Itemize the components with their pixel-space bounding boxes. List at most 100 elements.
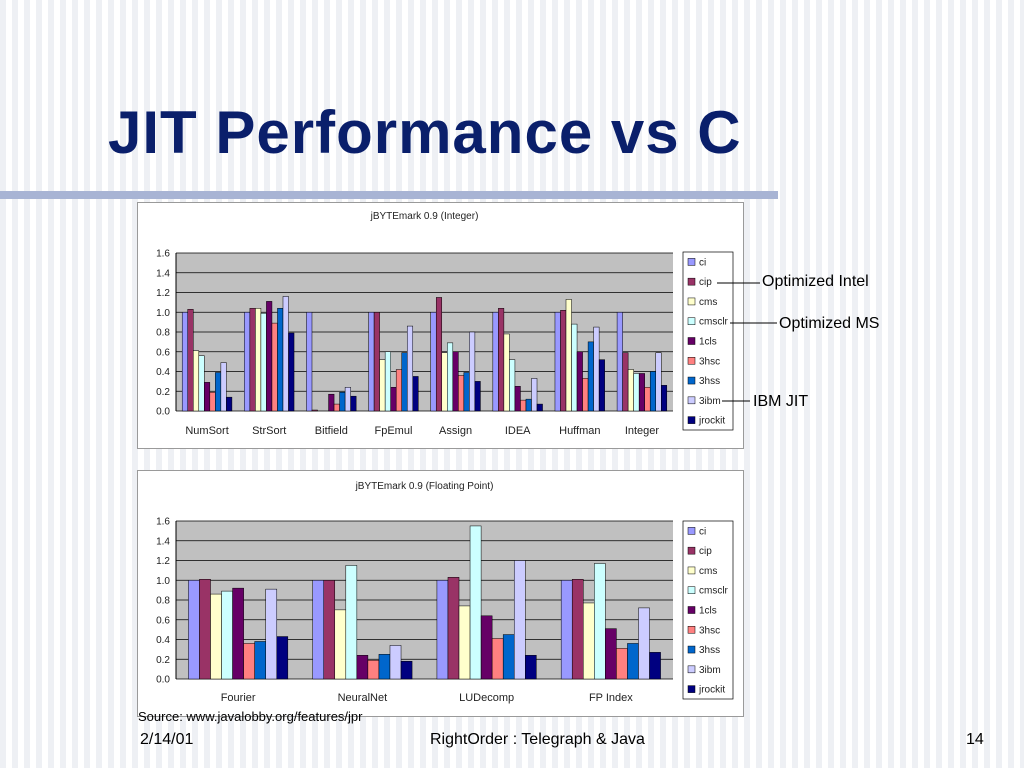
bar-3hsc-neuralnet [367,659,380,680]
bar-cmsclr-strsort [260,312,267,412]
bar-3hss-fpemul [401,352,408,412]
x-category-label: NeuralNet [338,692,388,704]
page-number: 14 [966,731,984,748]
bar-jrockit-fp-index [649,652,661,680]
bar-cmsclr-huffman [571,323,578,412]
bar-ci-ludecomp [436,580,449,680]
bar-jrockit-strsort [288,332,295,412]
legend-label-cms: cms [699,566,717,577]
chart-title: jBYTEmark 0.9 (Floating Point) [355,481,494,492]
bar-1cls-numsort [204,382,211,412]
bar-3hsc-fp-index [616,648,628,680]
bar-3hsc-integer [644,387,651,412]
bar-1cls-neuralnet [356,655,369,680]
bar-3hss-neuralnet [378,654,391,680]
bar-3ibm-ludecomp [513,560,526,680]
y-tick-label: 0.0 [156,407,170,418]
bar-jrockit-assign [474,381,481,412]
bar-cip-numsort [187,309,194,412]
legend-swatch-cms [687,566,696,575]
y-tick-label: 1.4 [156,536,170,547]
chart-integer-svg: jBYTEmark 0.9 (Integer) 0.0 0.2 0.4 0.6 0.8 1.… [156,211,734,437]
bar-cip-neuralnet [323,580,336,680]
bar-cms-ludecomp [458,605,471,680]
bar-ci-fpemul [368,312,375,412]
bar-jrockit-huffman [598,359,605,412]
bar-3ibm-huffman [593,326,600,412]
legend-label-cip: cip [699,546,712,557]
bar-3hss-bitfield [339,391,346,412]
bar-cms-integer [627,369,634,412]
y-tick-label: 1.4 [156,268,170,279]
bar-1cls-huffman [576,351,583,412]
y-tick-label: 0.8 [156,328,170,339]
bar-1cls-assign [452,351,459,412]
y-tick-label: 0.4 [156,367,170,378]
bar-3ibm-strsort [282,296,289,412]
bar-cip-fpemul [373,312,380,412]
legend-swatch-1cls [687,606,696,614]
bar-cms-numsort [193,350,200,412]
bar-jrockit-integer [661,385,668,412]
bar-cmsclr-integer [633,373,640,412]
legend-label-cmsclr: cmsclr [699,317,729,328]
bar-3ibm-integer [655,352,662,412]
bar-ci-huffman [554,312,561,412]
legend-label-3ibm: 3ibm [699,665,721,676]
bar-1cls-integer [638,373,645,412]
chart-floating-point: jBYTEmark 0.9 (Floating Point) 0.0 0.2 0.4 0… [137,470,744,717]
callout-optimized-ms: Optimized MS [779,315,880,332]
y-tick-label: 1.6 [156,249,170,260]
y-tick-label: 0.4 [156,635,170,646]
y-tick-label: 0.8 [156,596,170,607]
bar-cms-fpemul [379,359,386,412]
callout-optimized-intel: Optimized Intel [762,273,869,290]
x-category-label: FpEmul [374,425,412,437]
bar-3hsc-numsort [209,391,216,412]
legend-swatch-ci [687,527,696,535]
legend-swatch-cip [687,546,696,555]
bar-cms-idea [503,333,510,412]
legend-label-ci: ci [699,526,706,537]
y-tick-label: 1.2 [156,288,170,299]
bar-3hss-assign [463,372,470,412]
chart-title: jBYTEmark 0.9 (Integer) [370,211,479,222]
legend-swatch-1cls [687,337,696,345]
bar-1cls-fpemul [390,387,397,412]
bar-cmsclr-neuralnet [345,565,358,680]
bar-cip-huffman [560,310,567,412]
bar-jrockit-idea [536,403,543,412]
bar-cms-huffman [565,299,572,412]
legend-label-ci: ci [699,257,706,268]
bar-jrockit-numsort [226,396,233,412]
legend-label-3hsc: 3hsc [699,356,720,367]
bar-ci-fourier [188,580,200,680]
legend-label-1cls: 1cls [699,337,717,348]
bar-3hss-ludecomp [502,634,515,680]
y-tick-label: 1.0 [156,308,170,319]
callout-ibm-jit: IBM JIT [753,393,809,410]
y-tick-label: 0.0 [156,675,170,686]
bar-cip-fourier [199,579,211,680]
bar-3ibm-assign [469,331,476,412]
y-tick-label: 0.6 [156,347,170,358]
bar-3ibm-fpemul [406,325,414,412]
bar-3hss-numsort [215,372,222,412]
bar-cip-strsort [249,308,256,412]
legend-label-cip: cip [699,277,712,288]
y-tick-label: 0.2 [156,655,170,666]
chart-integer: jBYTEmark 0.9 (Integer) 0.0 0.2 0.4 0.6 0.8 1.… [137,202,744,449]
bar-3hsc-strsort [271,322,278,412]
bar-3hsc-huffman [582,378,589,412]
legend-label-3hss: 3hss [699,376,720,387]
bar-3hss-fourier [254,641,266,680]
bar-jrockit-fpemul [412,376,419,412]
bar-cip-integer [622,352,629,412]
bar-jrockit-ludecomp [525,655,537,680]
x-category-label: StrSort [252,425,286,437]
bar-ci-integer [616,312,623,412]
bar-3hsc-ludecomp [491,638,504,680]
bar-3hss-integer [649,371,656,412]
legend-label-3hsc: 3hsc [699,625,720,636]
legend-swatch-cmsclr [687,586,696,594]
